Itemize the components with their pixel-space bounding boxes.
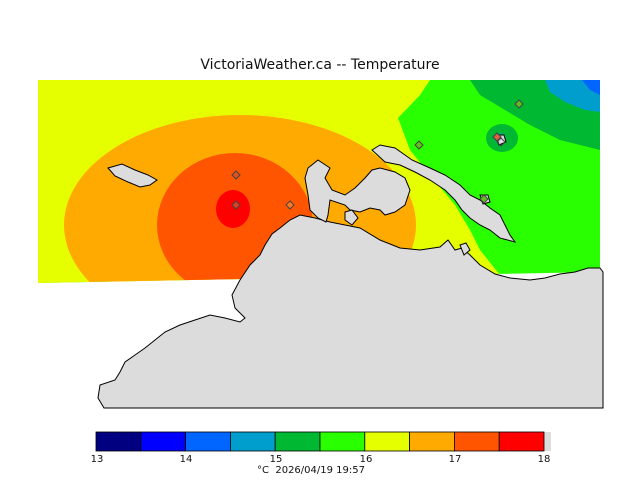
colorbar	[95, 431, 551, 452]
station-marker	[231, 170, 241, 180]
timestamp: 2026/04/19 19:57	[275, 465, 365, 476]
band-18	[216, 190, 250, 228]
colorbar-swatch	[498, 431, 545, 452]
colorbar-tick-label: 17	[448, 454, 462, 465]
station-marker	[496, 137, 506, 147]
band-14.5-15	[545, 80, 600, 112]
colorbar-swatch	[409, 431, 455, 452]
station-marker	[492, 132, 502, 142]
victoria-peninsula	[304, 159, 411, 223]
colorbar-swatch	[140, 431, 187, 452]
station-marker	[514, 99, 524, 109]
colorbar-tick-label: 13	[90, 454, 104, 465]
land	[97, 134, 604, 409]
colorbar-tick-label: 16	[359, 454, 373, 465]
weather-stations	[231, 99, 524, 210]
colorbar-swatch	[185, 431, 231, 452]
footer: °C 2026/04/19 19:57	[257, 465, 365, 476]
colorbar-swatch	[95, 431, 142, 452]
station-marker	[231, 200, 241, 210]
small-island-1	[344, 209, 359, 226]
colorbar-swatch	[364, 431, 410, 452]
colorbar-tick-label: 14	[179, 454, 193, 465]
colorbar-swatch	[274, 431, 321, 452]
southern-landmass	[97, 214, 604, 409]
station-marker	[414, 140, 424, 150]
western-island	[107, 163, 158, 188]
station-marker	[479, 194, 489, 204]
band-14-14.5	[582, 80, 600, 95]
colorbar-swatch	[229, 431, 276, 452]
station-marker	[285, 200, 295, 210]
colorbar-swatch	[319, 431, 366, 452]
saanich-peninsula	[371, 144, 517, 243]
map-title: VictoriaWeather.ca -- Temperature	[200, 57, 440, 73]
colorbar-tick-label: 15	[269, 454, 283, 465]
colorbar-tick-label: 18	[537, 454, 551, 465]
small-island-2	[459, 242, 471, 256]
unit-label: °C	[257, 465, 269, 476]
colorbar-swatch	[453, 431, 500, 452]
